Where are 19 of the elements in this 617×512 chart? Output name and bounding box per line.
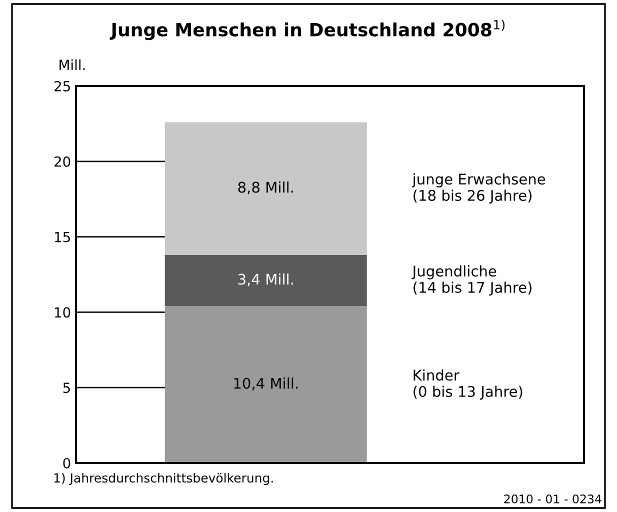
y-tick-label: 25 <box>54 80 70 92</box>
text: Kinder (0 bis 13 Jahre) <box>414 369 522 400</box>
text: Jugendliche (14 bis 17 Jahre) <box>412 265 532 296</box>
bar <box>164 306 367 463</box>
y-tick-label: 20 <box>54 156 70 167</box>
bar <box>164 122 367 255</box>
y-tick-label: 10 <box>54 307 70 318</box>
text: 2010 - 01 - 0234 <box>504 494 602 504</box>
data-label: 8,8 Mill. <box>238 181 293 194</box>
data-label: 3,4 Mill. <box>238 273 293 286</box>
text: junge Erwachsene (18 bis 26 Jahre) <box>412 173 546 204</box>
y-tick-label: 0 <box>63 458 70 468</box>
y-axis-title: Mill. <box>60 59 85 70</box>
chart-title: Junge Menschen in Deutschland 2008$^{1)}$ <box>110 20 505 40</box>
bar <box>164 254 367 306</box>
text: 1) Jahresdurchschnittsbevölkerung. <box>54 472 273 486</box>
y-tick-label: 5 <box>63 382 70 394</box>
data-label: 10,4 Mill. <box>234 378 298 390</box>
y-tick-label: 15 <box>54 232 70 242</box>
